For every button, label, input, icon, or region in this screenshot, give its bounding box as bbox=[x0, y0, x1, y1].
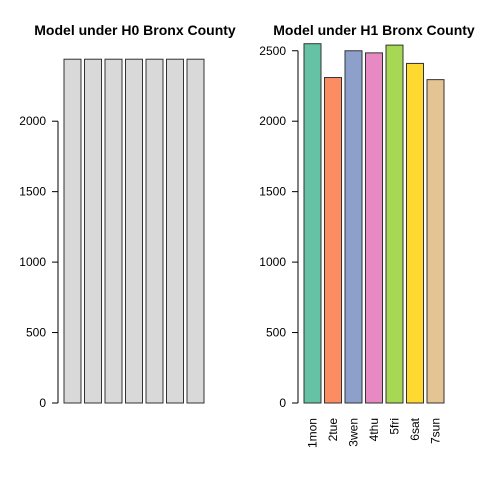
x-tick-label-h1: 1mon bbox=[306, 418, 320, 448]
bar-h0-2tue bbox=[84, 58, 102, 404]
bar-h0-5fri bbox=[145, 58, 164, 404]
chart-title-h1: Model under H1 Bronx County bbox=[273, 22, 475, 38]
chart-title-h0: Model under H0 Bronx County bbox=[34, 22, 236, 38]
y-tick-label-h0: 1000 bbox=[19, 255, 46, 269]
y-tick-label-h1: 2500 bbox=[259, 44, 286, 58]
bar-h1-1mon bbox=[303, 43, 322, 404]
panel-h0: Model under H0 Bronx County 0 500 1000 1500… bbox=[19, 22, 236, 410]
y-tick-label-h0: 2000 bbox=[19, 114, 46, 128]
bar-h0-4thu bbox=[125, 58, 143, 404]
bar-h1-5fri bbox=[385, 44, 404, 404]
x-tick-label-h1: 5fri bbox=[388, 418, 402, 435]
y-tick-label-h1: 1000 bbox=[259, 255, 286, 269]
x-tick-label-h1: 4thu bbox=[367, 418, 381, 441]
bar-h1-2tue bbox=[324, 77, 342, 404]
y-tick-label-h0: 0 bbox=[39, 396, 46, 410]
x-tick-label-h1: 2tue bbox=[326, 418, 340, 442]
y-tick-label-h0: 500 bbox=[26, 326, 46, 340]
y-tick-label-h1: 0 bbox=[279, 396, 286, 410]
y-tick-label-h1: 2000 bbox=[259, 114, 286, 128]
bar-h1-7sun bbox=[426, 79, 445, 404]
y-tick-label-h1: 500 bbox=[266, 326, 286, 340]
bar-h1-4thu bbox=[365, 52, 383, 404]
x-tick-label-h1: 3wen bbox=[347, 418, 361, 447]
bar-h0-7sun bbox=[186, 58, 205, 404]
bar-h1-3wen bbox=[344, 50, 363, 404]
bar-h0-3wen bbox=[104, 58, 123, 404]
bar-h0-6sat bbox=[166, 58, 184, 404]
y-tick-label-h0: 1500 bbox=[19, 185, 46, 199]
y-tick-label-h1: 1500 bbox=[259, 185, 286, 199]
x-tick-label-h1: 6sat bbox=[408, 417, 422, 440]
bar-h0-1mon bbox=[63, 58, 82, 404]
panel-h1: Model under H1 Bronx County 0 500 1000 1500… bbox=[259, 22, 475, 448]
bar-h1-6sat bbox=[406, 62, 424, 404]
x-tick-label-h1: 7sun bbox=[429, 418, 443, 444]
